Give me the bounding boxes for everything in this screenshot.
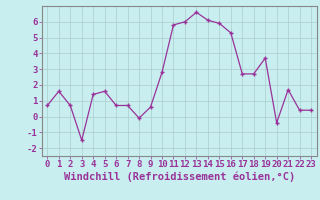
X-axis label: Windchill (Refroidissement éolien,°C): Windchill (Refroidissement éolien,°C) [64, 172, 295, 182]
